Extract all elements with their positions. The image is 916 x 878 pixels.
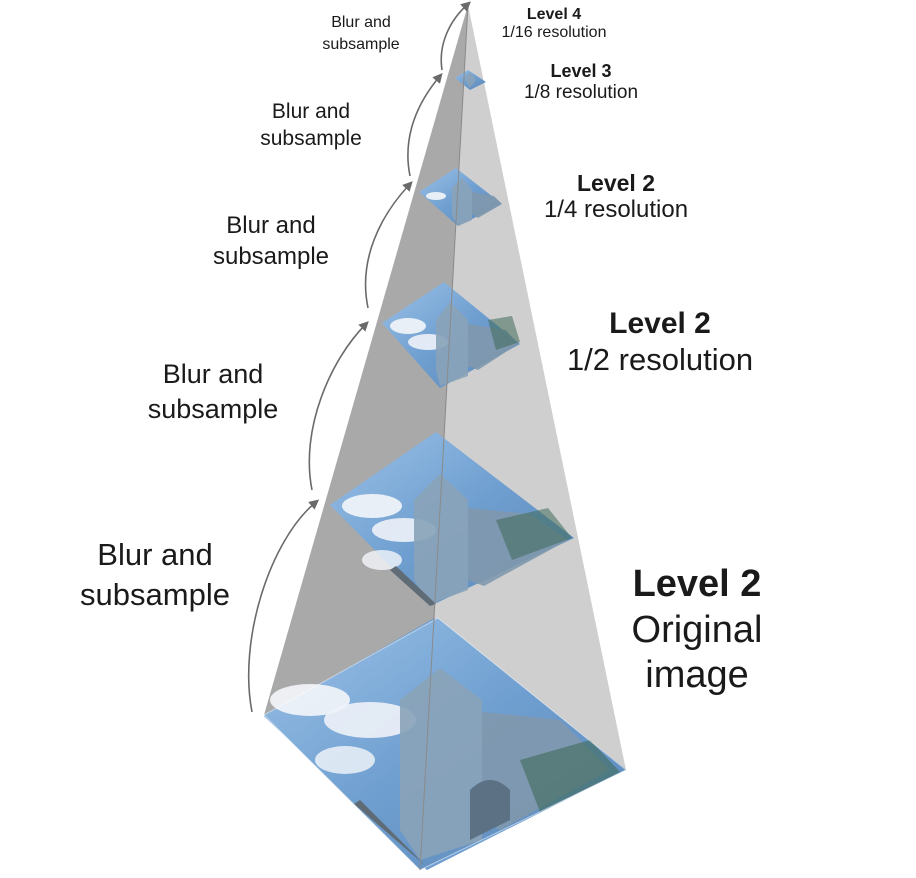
step-label-line2: subsample (212, 243, 330, 271)
level-label-4: Level 4 1/16 resolution (486, 6, 622, 43)
step-label-line2: subsample (322, 36, 400, 54)
step-label-line1: Blur and (331, 14, 391, 31)
step-label-line1: Blur and (97, 537, 213, 572)
arrow-level-1-to-2 (308, 321, 369, 491)
level-subtitle: 1/8 resolution (523, 81, 639, 103)
level-title: Level 2 (577, 170, 655, 196)
level-subtitle-line2: image (645, 654, 749, 697)
level-0-image (263, 617, 627, 871)
step-label-3: Blur and subsample (246, 98, 376, 153)
step-label-line1: Blur and (271, 100, 351, 123)
level-4-image (455, 70, 486, 90)
level-label-2: Level 2 1/4 resolution (524, 170, 708, 224)
step-label-0: Blur and subsample (60, 535, 250, 616)
level-subtitle: 1/2 resolution (566, 341, 754, 377)
level-label-0: Level 2 Original image (610, 562, 784, 699)
arrow-level-4-to-top (440, 1, 471, 71)
step-label-1: Blur and subsample (128, 357, 298, 427)
level-title: Level 2 (609, 307, 711, 340)
step-label-line2: subsample (260, 127, 362, 151)
level-1-image (330, 432, 574, 606)
level-subtitle-line1: Original (631, 608, 763, 651)
step-label-4: Blur and subsample (306, 12, 416, 57)
level-title: Level 3 (550, 61, 612, 81)
level-2-image (382, 282, 520, 388)
level-title: Level 4 (526, 6, 582, 23)
step-label-2: Blur and subsample (196, 210, 346, 272)
step-label-line2: subsample (147, 394, 279, 425)
level-subtitle: 1/4 resolution (543, 196, 689, 224)
level-subtitle: 1/16 resolution (501, 24, 607, 42)
step-label-line1: Blur and (226, 212, 316, 239)
arrow-level-0-to-1 (247, 499, 320, 713)
step-label-line1: Blur and (162, 359, 264, 389)
arrow-level-3-to-4 (407, 72, 443, 177)
arrow-level-2-to-3 (364, 181, 413, 309)
step-label-line2: subsample (80, 577, 230, 613)
level-label-3: Level 3 1/8 resolution (506, 61, 656, 104)
level-title: Level 2 (632, 563, 762, 605)
level-label-1: Level 2 1/2 resolution (546, 307, 774, 377)
level-3-image (419, 168, 502, 226)
